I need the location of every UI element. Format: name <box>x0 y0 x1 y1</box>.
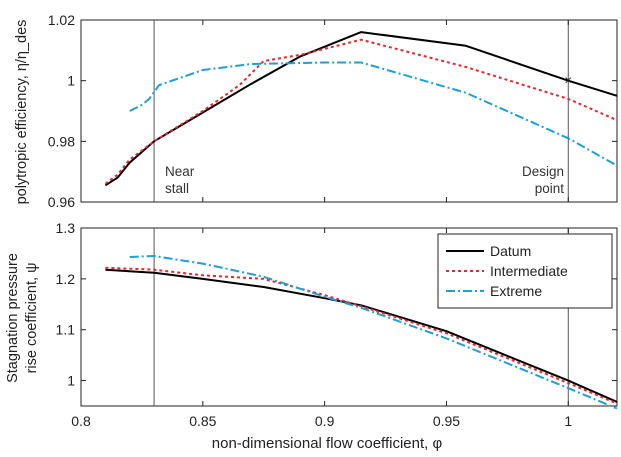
x-tick-label-1: 0.85 <box>189 413 216 429</box>
efficiency-ylabel: polytropic efficiency, η/η_des <box>14 20 30 205</box>
legend: Datum Intermediate Extreme <box>437 233 613 309</box>
x-tick-label-3: 0.95 <box>433 413 460 429</box>
y-tick-label-1-1: 1.1 <box>56 322 76 338</box>
series-line-datum-1 <box>105 268 618 403</box>
y-tick-label-0-1: 0.98 <box>48 133 75 149</box>
legend-label-extreme: Extreme <box>490 283 542 299</box>
flow-coefficient-xlabel: non-dimensional flow coefficient, φ <box>212 435 443 452</box>
pressure-rise-ylabel-line2: rise coefficient, ψ <box>24 263 40 374</box>
x-tick-label-0: 0.8 <box>71 413 91 429</box>
y-tick-label-0-2: 1 <box>67 73 75 89</box>
y-tick-label-0-3: 1.02 <box>48 12 75 28</box>
series-line-extreme-1 <box>129 255 618 410</box>
y-tick-label-0-0: 0.96 <box>48 194 75 210</box>
pressure-rise-ylabel-line1: Stagnation pressure <box>5 253 21 383</box>
pressure-rise-axes-frame <box>80 227 618 407</box>
design-point-annotation-line1: Design <box>522 164 564 179</box>
y-tick-label-1-2: 1.2 <box>56 271 76 287</box>
pressure-rise-panel: 0.8 0.85 0.9 0.95 1 1 1.1 1.2 1.3 Stagnation pre… <box>5 220 618 452</box>
legend-label-datum: Datum <box>490 243 531 259</box>
series-line-intermediate-0 <box>104 38 618 185</box>
series-line-datum-0 <box>104 31 618 187</box>
legend-label-intermediate: Intermediate <box>490 263 568 279</box>
y-tick-label-1-0: 1 <box>67 373 75 389</box>
y-tick-label-1-3: 1.3 <box>56 220 76 236</box>
near-stall-annotation-line1: Near <box>165 164 195 179</box>
x-tick-label-2: 0.9 <box>315 413 335 429</box>
series-line-extreme-0 <box>129 61 618 167</box>
design-point-marker: × <box>564 73 572 88</box>
near-stall-annotation-line2: stall <box>165 181 189 196</box>
efficiency-axes-frame <box>80 19 618 203</box>
x-tick-label-4: 1 <box>564 413 572 429</box>
design-point-annotation-line2: point <box>535 181 565 196</box>
